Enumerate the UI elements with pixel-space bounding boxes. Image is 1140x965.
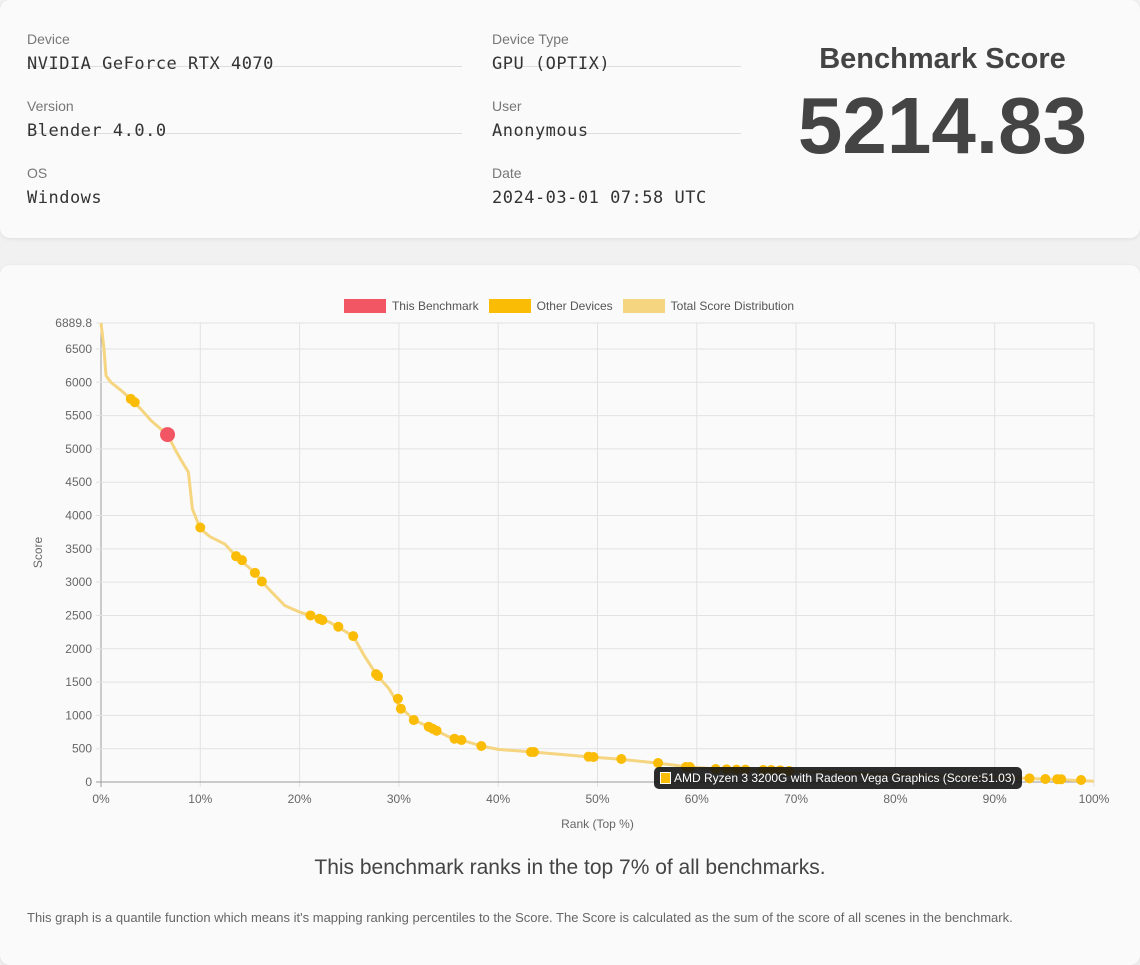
other-device-point bbox=[392, 693, 403, 704]
y-tick-label: 2500 bbox=[65, 608, 92, 622]
other-device-point bbox=[1024, 773, 1035, 784]
x-tick-label: 70% bbox=[784, 792, 808, 806]
legend-label: Other Devices bbox=[536, 299, 613, 313]
other-device-point bbox=[1056, 774, 1067, 785]
other-device-point bbox=[1076, 775, 1087, 786]
tooltip-text: AMD Ryzen 3 3200G with Radeon Vega Graph… bbox=[674, 771, 1016, 785]
other-device-point bbox=[431, 725, 442, 736]
x-tick-label: 40% bbox=[486, 792, 510, 806]
other-device-point bbox=[373, 671, 384, 682]
version-field: Version Blender 4.0.0 bbox=[27, 67, 462, 141]
other-device-point bbox=[317, 615, 328, 626]
os-label: OS bbox=[27, 165, 48, 181]
y-tick-label: 1500 bbox=[65, 675, 92, 689]
y-tick-label: 500 bbox=[72, 742, 92, 756]
other-device-point bbox=[333, 621, 344, 632]
other-device-point bbox=[456, 735, 467, 746]
legend-label: Total Score Distribution bbox=[670, 299, 795, 313]
x-tick-label: 30% bbox=[387, 792, 411, 806]
chart-legend: This Benchmark Other Devices Total Score… bbox=[0, 299, 1140, 313]
graph-explanation: This graph is a quantile function which … bbox=[27, 910, 1013, 925]
legend-total-distribution[interactable]: Total Score Distribution bbox=[622, 299, 795, 313]
y-tick-label: 6000 bbox=[65, 375, 92, 389]
legend-this-benchmark[interactable]: This Benchmark bbox=[343, 299, 479, 313]
x-tick-label: 80% bbox=[883, 792, 907, 806]
x-tick-label: 50% bbox=[585, 792, 609, 806]
rank-summary: This benchmark ranks in the top 7% of al… bbox=[314, 856, 826, 879]
y-tick-label: 5000 bbox=[65, 442, 92, 456]
device-label: Device bbox=[27, 31, 70, 47]
chart-card: This Benchmark Other Devices Total Score… bbox=[0, 265, 1140, 965]
y-tick-label: 4500 bbox=[65, 475, 92, 489]
y-tick-label: 2000 bbox=[65, 642, 92, 656]
os-field: OS Windows bbox=[27, 134, 462, 208]
legend-swatch bbox=[622, 299, 665, 313]
y-tick-label: 4000 bbox=[65, 509, 92, 523]
other-device-point bbox=[616, 754, 627, 765]
x-axis-label: Rank (Top %) bbox=[561, 817, 634, 831]
os-value: Windows bbox=[27, 188, 103, 208]
other-device-point bbox=[408, 715, 419, 726]
legend-swatch bbox=[488, 299, 531, 313]
device-type-field: Device Type GPU (OPTIX) bbox=[492, 0, 741, 74]
user-label: User bbox=[492, 98, 522, 114]
device-type-label: Device Type bbox=[492, 31, 569, 47]
other-device-point bbox=[528, 747, 539, 758]
other-device-point bbox=[195, 522, 206, 533]
other-device-point bbox=[305, 610, 316, 621]
tooltip-swatch bbox=[660, 772, 671, 784]
x-tick-label: 90% bbox=[983, 792, 1007, 806]
benchmark-info-card: Device NVIDIA GeForce RTX 4070 Version B… bbox=[0, 0, 1140, 238]
date-value: 2024-03-01 07:58 UTC bbox=[492, 188, 707, 208]
this-benchmark-point bbox=[160, 427, 176, 443]
x-tick-label: 100% bbox=[1079, 792, 1110, 806]
other-device-point bbox=[588, 752, 599, 763]
benchmark-score-value: 5214.83 bbox=[797, 81, 1088, 170]
quantile-chart: 0% 10% 20% 30% 40% 50% 60% 70% 80% 90% 100% 0 500 100… bbox=[31, 316, 1110, 831]
y-axis-label: Score bbox=[31, 537, 45, 569]
y-tick-label: 6889.8 bbox=[55, 316, 92, 330]
y-tick-label: 3000 bbox=[65, 575, 92, 589]
y-tick-label: 6500 bbox=[65, 342, 92, 356]
other-device-point bbox=[1040, 774, 1051, 785]
legend-other-devices[interactable]: Other Devices bbox=[488, 299, 613, 313]
y-tick-label: 0 bbox=[85, 775, 92, 789]
x-tick-label: 20% bbox=[288, 792, 312, 806]
y-tick-label: 3500 bbox=[65, 542, 92, 556]
y-tick-label: 5500 bbox=[65, 409, 92, 423]
y-tick-label: 1000 bbox=[65, 708, 92, 722]
date-field: Date 2024-03-01 07:58 UTC bbox=[492, 134, 741, 208]
other-device-point bbox=[476, 741, 487, 752]
other-device-point bbox=[348, 631, 359, 642]
user-value: Anonymous bbox=[492, 121, 589, 141]
version-value: Blender 4.0.0 bbox=[27, 121, 167, 141]
device-value: NVIDIA GeForce RTX 4070 bbox=[27, 54, 274, 74]
benchmark-score-title: Benchmark Score bbox=[819, 43, 1066, 75]
device-type-value: GPU (OPTIX) bbox=[492, 54, 611, 74]
user-field: User Anonymous bbox=[492, 67, 741, 141]
x-tick-label: 60% bbox=[685, 792, 709, 806]
version-label: Version bbox=[27, 98, 74, 114]
device-field: Device NVIDIA GeForce RTX 4070 bbox=[27, 0, 462, 74]
legend-swatch bbox=[343, 299, 386, 313]
chart-tooltip: AMD Ryzen 3 3200G with Radeon Vega Graph… bbox=[654, 767, 1022, 789]
other-device-point bbox=[237, 555, 248, 566]
x-tick-label: 10% bbox=[188, 792, 212, 806]
other-device-point bbox=[249, 567, 260, 578]
other-device-point bbox=[129, 397, 140, 408]
legend-label: This Benchmark bbox=[391, 299, 479, 313]
x-tick-label: 0% bbox=[92, 792, 110, 806]
date-label: Date bbox=[492, 165, 522, 181]
other-device-point bbox=[395, 703, 406, 714]
other-device-point bbox=[653, 758, 664, 769]
other-device-point bbox=[256, 576, 267, 587]
